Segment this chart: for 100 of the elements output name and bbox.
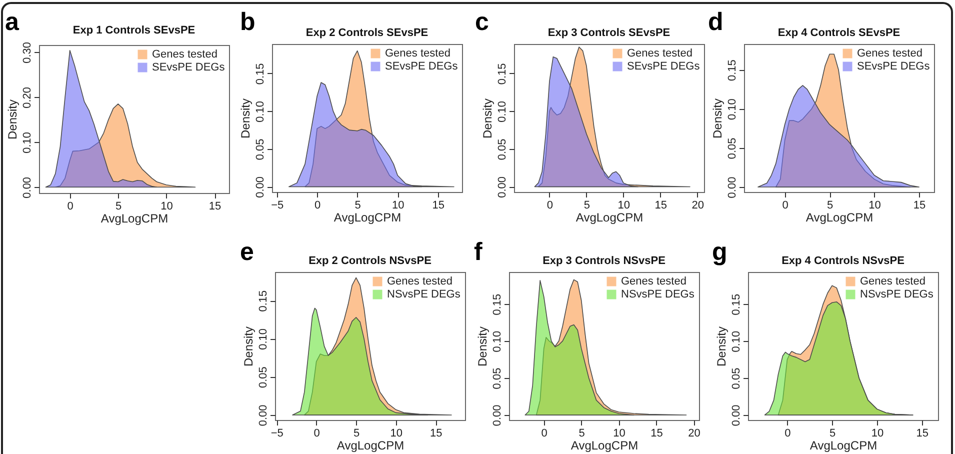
y-tick-label: 0.10 xyxy=(258,328,270,350)
x-tick-label: 15 xyxy=(916,428,928,440)
y-tick-label: 0.00 xyxy=(496,176,508,198)
legend-label: Genes tested xyxy=(152,48,218,60)
y-tick-label: 0.15 xyxy=(492,294,504,316)
x-tick-label: 20 xyxy=(692,200,704,212)
x-tick-label: 10 xyxy=(392,200,404,212)
y-tick-label: 0.10 xyxy=(22,132,34,154)
y-tick-label: 0.10 xyxy=(254,100,266,122)
y-tick-label: 0.05 xyxy=(492,368,504,390)
chart-title: Exp 2 Controls SEvsPE xyxy=(306,27,428,39)
y-tick-label: 0.00 xyxy=(22,176,34,198)
x-axis-title: AvgLogCPM xyxy=(100,212,168,226)
x-tick-label: 15 xyxy=(432,200,444,212)
chart-title: Exp 3 Controls SEvsPE xyxy=(548,27,670,39)
y-tick-label: 0.10 xyxy=(726,98,738,120)
x-tick-label: 15 xyxy=(430,428,442,440)
chart-title: Exp 2 Controls NSvsPE xyxy=(308,255,432,267)
x-tick-label: 10 xyxy=(618,200,630,212)
y-axis-title: Density xyxy=(714,326,728,367)
y-tick-label: 0.10 xyxy=(496,100,508,122)
legend-label: Genes tested xyxy=(385,48,450,60)
x-tick-label: 15 xyxy=(650,428,663,440)
y-tick-label: 0.30 xyxy=(22,42,34,64)
legend-label: Genes tested xyxy=(860,276,926,288)
legend-label: Genes tested xyxy=(387,276,452,288)
y-tick-label: 0.20 xyxy=(22,86,34,108)
text: f xyxy=(474,238,482,266)
y-tick-label: 0.05 xyxy=(258,366,270,388)
text: e xyxy=(240,238,254,266)
y-tick-label: 0.00 xyxy=(254,176,266,198)
legend-label: SEvsPE DEGs xyxy=(385,60,458,72)
legend-label: Genes tested xyxy=(627,48,692,60)
x-tick-label: 20 xyxy=(688,428,700,440)
x-tick-label: 0 xyxy=(541,428,548,440)
legend-label: SEvsPE DEGs xyxy=(627,60,700,72)
y-axis-title: Density xyxy=(6,99,20,140)
x-tick-label: 5 xyxy=(578,428,585,440)
legend-label: SEvsPE DEGs xyxy=(857,60,930,72)
x-axis-title: AvgLogCPM xyxy=(336,438,404,452)
x-axis-title: AvgLogCPM xyxy=(334,210,402,224)
x-axis-title: AvgLogCPM xyxy=(576,210,644,224)
x-tick-label: 10 xyxy=(868,200,881,212)
legend-label: NSvsPE DEGs xyxy=(621,288,695,300)
x-tick-label: 5 xyxy=(354,428,360,440)
x-tick-label: −5 xyxy=(270,428,284,440)
legend-label: SEvsPE DEGs xyxy=(152,62,226,74)
x-tick-label: 5 xyxy=(830,428,836,440)
y-tick-label: 0.05 xyxy=(496,138,508,160)
y-tick-label: 0.05 xyxy=(254,138,266,160)
x-tick-label: 5 xyxy=(584,200,590,212)
y-tick-label: 0.15 xyxy=(258,290,270,312)
x-tick-label: 5 xyxy=(826,200,834,212)
x-tick-label: 0 xyxy=(314,200,321,212)
text: g xyxy=(712,238,728,266)
y-tick-label: 0.00 xyxy=(726,176,738,198)
y-tick-label: 0.10 xyxy=(492,330,504,352)
x-axis-title: AvgLogCPM xyxy=(806,210,874,224)
y-tick-label: 0.00 xyxy=(492,404,504,426)
chart-title: Exp 3 Controls NSvsPE xyxy=(542,255,666,267)
x-tick-label: 0 xyxy=(546,200,554,212)
x-tick-label: 10 xyxy=(390,428,402,440)
x-tick-label: −5 xyxy=(271,200,284,212)
text: b xyxy=(240,8,256,36)
x-tick-label: 5 xyxy=(116,200,122,212)
x-tick-label: 10 xyxy=(613,428,626,440)
x-tick-label: 0 xyxy=(784,428,791,440)
x-tick-label: 0 xyxy=(314,428,320,440)
x-tick-label: 15 xyxy=(208,200,222,212)
x-tick-label: 0 xyxy=(782,200,788,212)
x-tick-label: 15 xyxy=(913,200,926,212)
text: c xyxy=(475,8,489,36)
x-axis-title: AvgLogCPM xyxy=(810,438,878,452)
chart-title: Exp 1 Controls SEvsPE xyxy=(72,24,196,36)
x-tick-label: 10 xyxy=(160,200,173,212)
chart-title: Exp 4 Controls NSvsPE xyxy=(782,255,904,267)
y-tick-label: 0.05 xyxy=(726,138,738,160)
x-tick-label: 10 xyxy=(871,428,884,440)
text: a xyxy=(5,8,19,36)
legend-label: Genes tested xyxy=(857,48,922,60)
y-tick-label: 0.15 xyxy=(254,63,266,85)
y-tick-label: 0.05 xyxy=(730,368,742,390)
y-tick-label: 0.00 xyxy=(258,404,270,426)
chart-title: Exp 4 Controls SEvsPE xyxy=(778,27,900,39)
x-tick-label: 0 xyxy=(67,200,74,212)
legend-label: Genes tested xyxy=(621,276,686,288)
text: d xyxy=(708,8,724,36)
y-tick-label: 0.15 xyxy=(496,63,508,85)
x-tick-label: 5 xyxy=(354,200,361,212)
y-tick-label: 0.15 xyxy=(730,294,742,316)
y-tick-label: 0.15 xyxy=(726,60,738,81)
y-axis-title: Density xyxy=(480,98,494,139)
legend-label: NSvsPE DEGs xyxy=(860,288,934,300)
y-axis-title: Density xyxy=(238,98,252,139)
x-axis-title: AvgLogCPM xyxy=(570,438,638,452)
y-axis-title: Density xyxy=(710,98,724,139)
x-tick-label: 15 xyxy=(654,200,668,212)
legend-label: NSvsPE DEGs xyxy=(387,288,461,300)
y-tick-label: 0.10 xyxy=(730,330,742,352)
y-tick-label: 0.00 xyxy=(730,404,742,426)
